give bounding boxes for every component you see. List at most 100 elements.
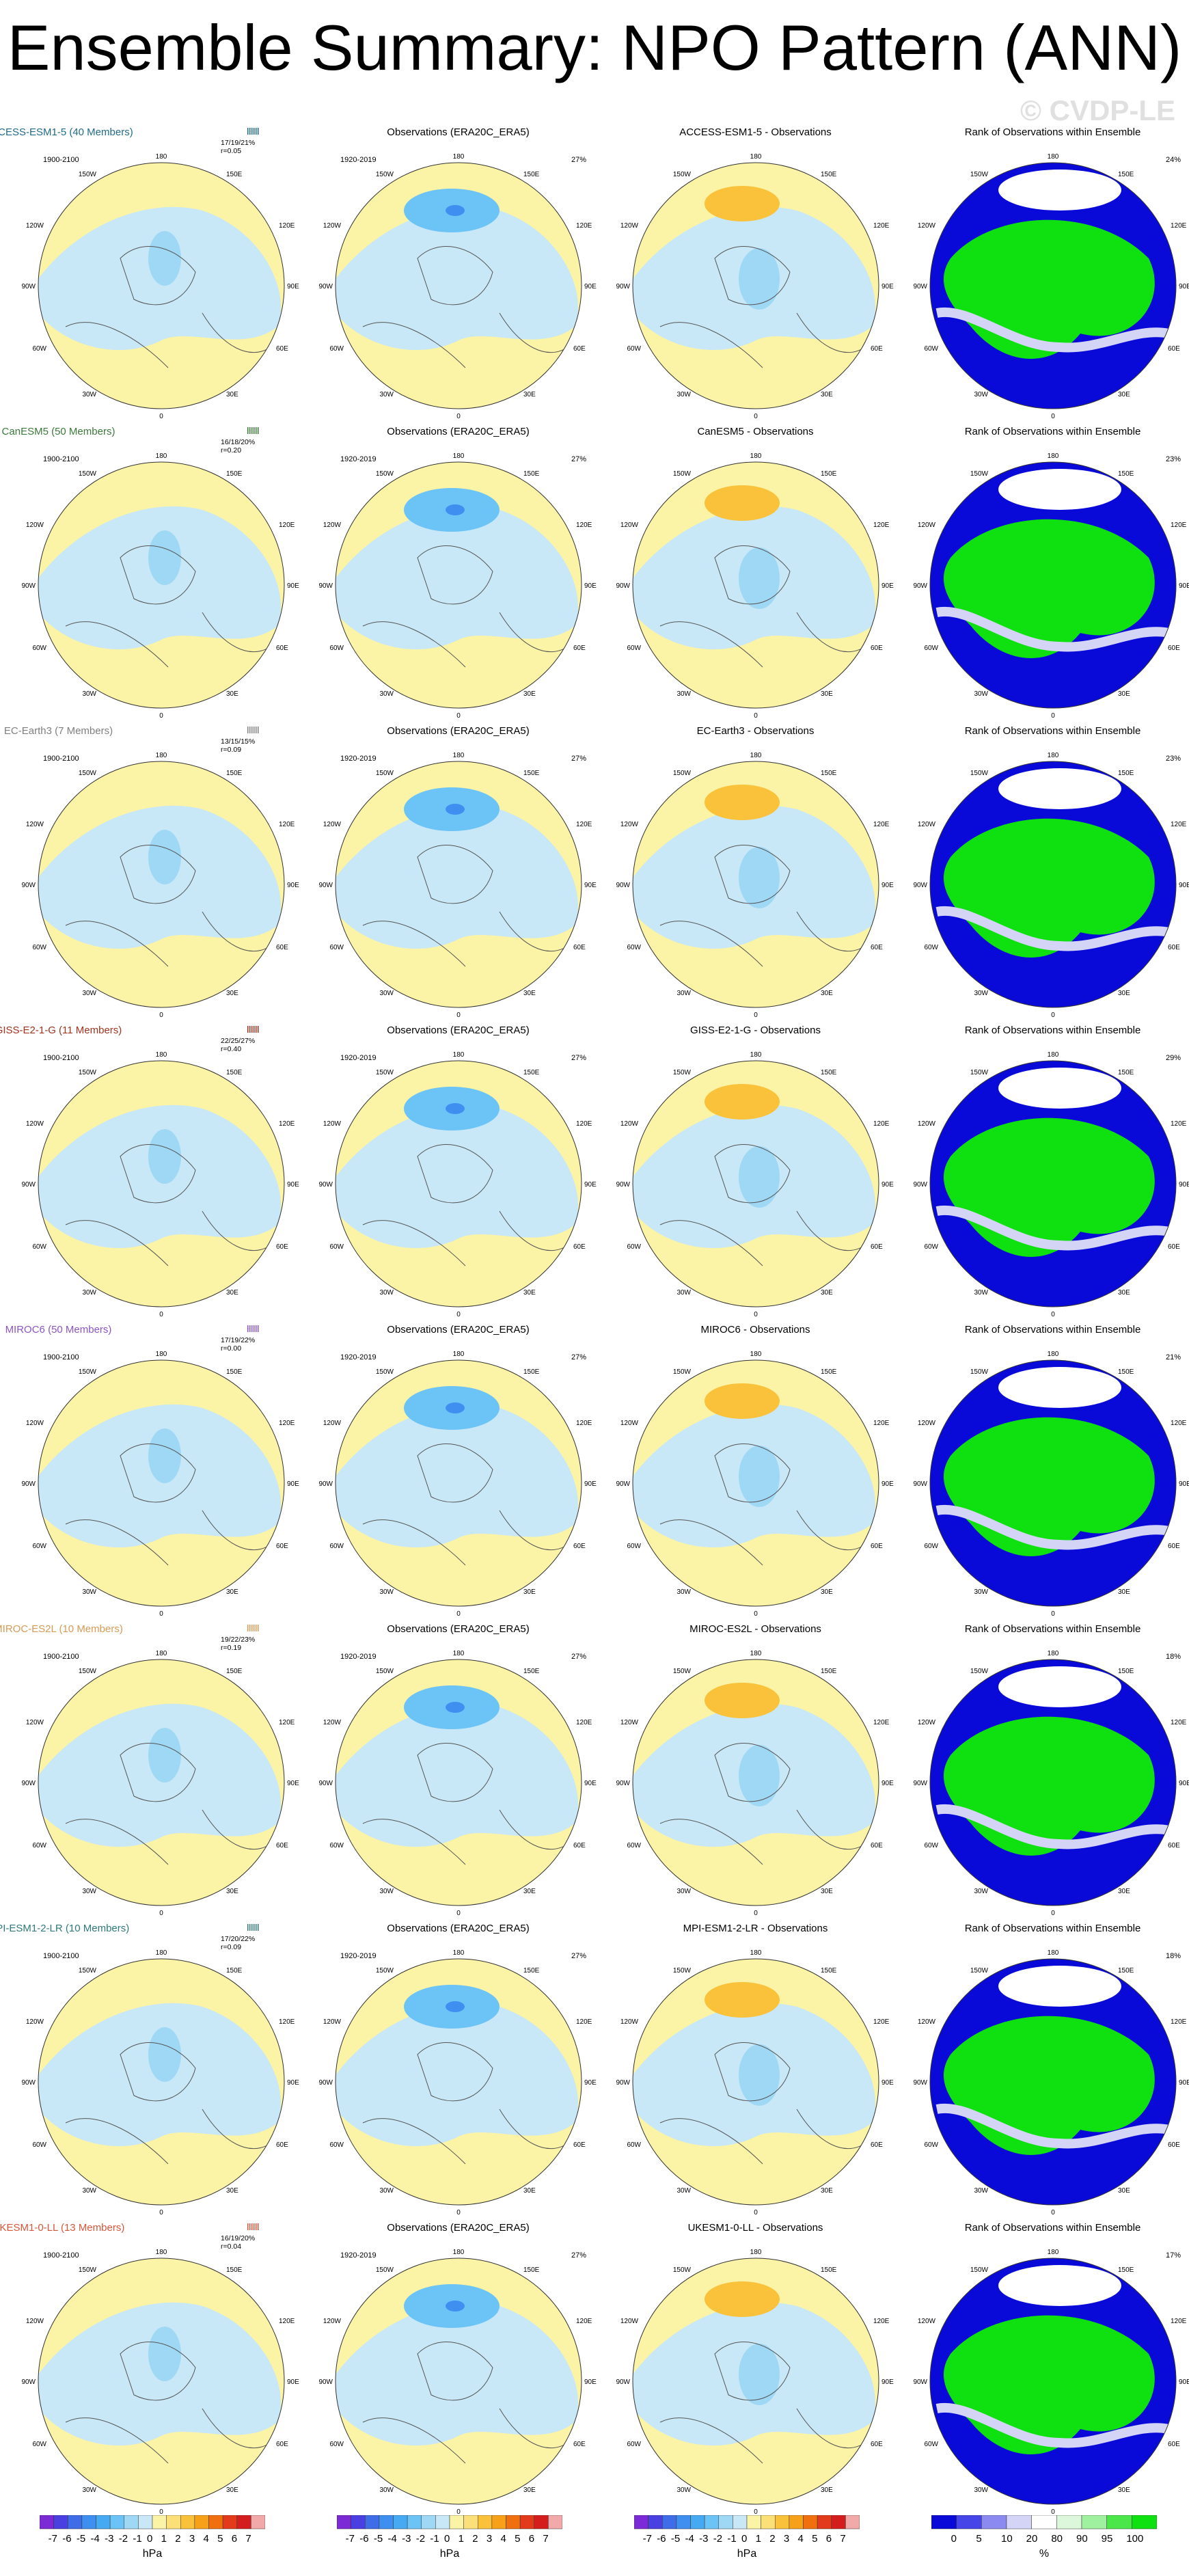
- colorbar-swatch: [463, 2514, 478, 2530]
- longitude-label: 180: [1048, 452, 1059, 460]
- polar-map: 180 150W 150E 120W 120E 90W 90E 60W 60E 30W 30E 0: [21, 452, 299, 720]
- longitude-label: 180: [453, 1351, 465, 1358]
- longitude-label: 60E: [276, 1842, 288, 1849]
- longitude-label: 60E: [871, 1543, 883, 1550]
- longitude-label: 150E: [523, 470, 540, 478]
- longitude-label: 180: [750, 1051, 762, 1059]
- percent-variance: 27%: [571, 1952, 586, 1960]
- percent-variance: 22/25/27%: [221, 1037, 256, 1045]
- panel-row: MPI-ESM1-2-LR (10 Members) 17/20/22% r=0.0…: [0, 1923, 1189, 2222]
- longitude-label: 90E: [287, 1480, 299, 1488]
- longitude-label: 150W: [970, 1668, 989, 1675]
- longitude-label: 120W: [918, 821, 936, 828]
- longitude-label: 120W: [620, 521, 639, 529]
- coastline: [796, 2408, 866, 2449]
- longitude-label: 120W: [918, 1420, 936, 1427]
- longitude-label: 180: [1048, 1051, 1059, 1059]
- globe-outline: [929, 761, 1177, 1008]
- rank-panel: Rank of Observations within Ensemble 23% 1…: [904, 725, 1189, 1025]
- model-title: CanESM5 (50 Members): [1, 426, 115, 437]
- longitude-label: 90E: [287, 582, 299, 590]
- percent-variance: 27%: [571, 1054, 586, 1062]
- longitude-label: 180: [750, 1949, 762, 1957]
- longitude-label: 120E: [576, 821, 592, 828]
- member-ticks: [247, 1924, 259, 1931]
- period-label: 1920-2019: [340, 2251, 377, 2260]
- anomaly-core: [148, 2027, 181, 2082]
- polar-map: 180 150W 150E 120W 120E 90W 90E 60W 60E 30W 30E 0: [21, 153, 299, 420]
- longitude-label: 120E: [279, 1719, 295, 1726]
- longitude-label: 120W: [26, 2018, 44, 2026]
- longitude-label: 0: [159, 413, 163, 420]
- longitude-label: 120E: [279, 821, 295, 828]
- longitude-label: 30W: [379, 1588, 394, 1596]
- longitude-label: 60E: [573, 944, 586, 951]
- colorbar-swatch: [251, 2514, 266, 2530]
- colorbar-swatch: [491, 2514, 506, 2530]
- coastline: [120, 2042, 196, 2102]
- longitude-label: 120W: [620, 1420, 639, 1427]
- anomaly-core: [148, 231, 181, 286]
- longitude-label: 150E: [1118, 1668, 1134, 1675]
- longitude-label: 60W: [32, 1543, 46, 1550]
- colorbar-unit: hPa: [439, 2548, 460, 2560]
- polar-map: 180 150W 150E 120W 120E 90W 90E 60W 60E 30W 30E 0: [21, 1351, 299, 1618]
- obs-title: Observations (ERA20C_ERA5): [387, 1923, 530, 1934]
- longitude-label: 60E: [276, 345, 288, 353]
- period-label: 1920-2019: [340, 755, 377, 763]
- colorbar-swatch: [81, 2514, 96, 2530]
- anomaly-core: [739, 2044, 780, 2106]
- rank-percent: 23%: [1165, 455, 1181, 463]
- polar-map: 180 150W 150E 120W 120E 90W 90E 60W 60E 30W 30E 0: [913, 2249, 1189, 2516]
- colorbar-tick: 2: [769, 2533, 776, 2545]
- longitude-label: 150W: [673, 770, 692, 777]
- globe-outline: [929, 461, 1177, 709]
- longitude-label: 150E: [821, 1967, 837, 1975]
- period-label: 1900-2100: [43, 455, 79, 463]
- pattern-stats: 17/19/22% r=0.00: [221, 1336, 255, 1353]
- rank-white-region: [998, 1666, 1121, 1707]
- negative-anomaly-region: [336, 805, 579, 949]
- longitude-label: 150E: [523, 171, 540, 178]
- longitude-label: 30E: [1118, 690, 1130, 698]
- model-panel: MIROC6 (50 Members) 17/19/22% r=0.00 1900-2…: [5, 1324, 310, 1623]
- rank-mid-band: [935, 2103, 1171, 2149]
- percent-variance: 16/19/20%: [221, 2234, 256, 2242]
- pattern-correlation: r=0.00: [221, 1344, 242, 1353]
- longitude-label: 150E: [1118, 1368, 1134, 1376]
- globe-outline: [632, 461, 879, 709]
- longitude-label: 30E: [1118, 1289, 1130, 1297]
- longitude-label: 120E: [1171, 821, 1187, 828]
- panel-row: ACCESS-ESM1-5 (40 Members) 17/19/21%r=0.0…: [0, 126, 1189, 426]
- watermark: © CVDP-LE: [1020, 94, 1175, 126]
- coastline: [120, 2342, 196, 2401]
- longitude-label: 90E: [584, 2378, 597, 2386]
- coastline: [65, 1819, 169, 1865]
- longitude-label: 120E: [1171, 1120, 1187, 1128]
- longitude-label: 30E: [226, 1888, 238, 1895]
- polar-map: 180 150W 150E 120W 120E 90W 90E 60W 60E 30W 30E 0: [913, 1949, 1189, 2216]
- longitude-label: 180: [750, 1650, 762, 1657]
- coastline: [796, 1210, 866, 1251]
- longitude-label: 30E: [523, 1888, 536, 1895]
- longitude-label: 120W: [620, 1719, 639, 1726]
- longitude-label: 60W: [627, 1842, 641, 1849]
- longitude-label: 120W: [918, 521, 936, 529]
- longitude-label: 180: [156, 1051, 167, 1059]
- negative-anomaly-region: [336, 506, 579, 650]
- obs-panel: Observations (ERA20C_ERA5) 1920-2019 27% 18…: [310, 1324, 607, 1623]
- longitude-label: 60W: [924, 944, 938, 951]
- rank-percent: 18%: [1165, 1952, 1181, 1960]
- positive-anomaly-core: [705, 1982, 780, 2018]
- globe-outline: [335, 1659, 582, 1906]
- longitude-label: 60E: [1168, 1842, 1180, 1849]
- longitude-label: 60W: [32, 345, 46, 353]
- longitude-label: 30W: [974, 1588, 988, 1596]
- colorbar-tick: 10: [1001, 2533, 1013, 2545]
- longitude-label: 60W: [924, 645, 938, 652]
- model-title: MPI-ESM1-2-LR (10 Members): [0, 1923, 130, 1934]
- model-panel: MIROC-ES2L (10 Members) 19/22/23% r=0.19 19…: [0, 1623, 310, 1923]
- longitude-label: 180: [453, 153, 465, 161]
- colorbar-swatch: [208, 2514, 223, 2530]
- polar-map: 180 150W 150E 120W 120E 90W 90E 60W 60E 30W 30E 0: [616, 153, 894, 420]
